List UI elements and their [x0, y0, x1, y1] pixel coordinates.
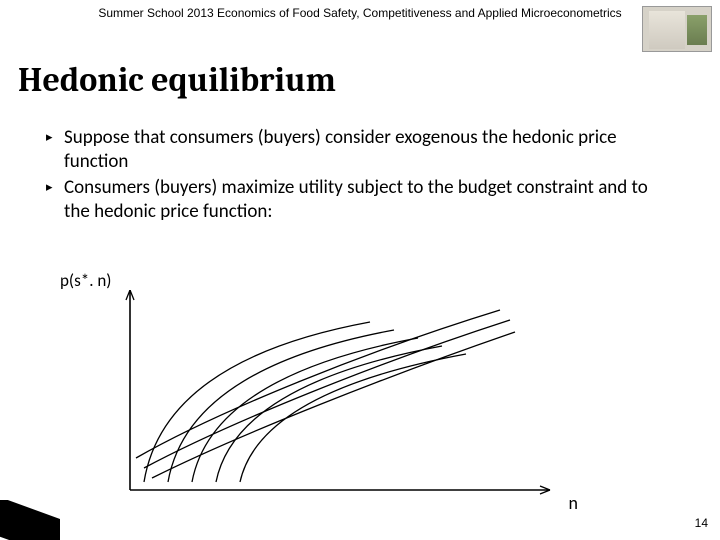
y-axis-label: p(s*. n)	[60, 270, 111, 291]
header-text: Summer School 2013 Economics of Food Saf…	[70, 6, 650, 20]
bullet-list: ▸ Suppose that consumers (buyers) consid…	[46, 126, 666, 226]
x-axis-label: n	[569, 492, 578, 514]
page-number: 14	[695, 516, 708, 530]
page-title: Hedonic equilibrium	[18, 60, 336, 100]
list-item: ▸ Suppose that consumers (buyers) consid…	[46, 126, 666, 174]
header-image	[642, 6, 712, 52]
corner-accent	[0, 500, 60, 540]
slide-header: Summer School 2013 Economics of Food Saf…	[0, 6, 720, 54]
bullet-icon: ▸	[46, 126, 64, 150]
list-item: ▸ Consumers (buyers) maximize utility su…	[46, 176, 666, 224]
bullet-icon: ▸	[46, 176, 64, 200]
chart-svg	[110, 290, 570, 500]
bullet-text: Consumers (buyers) maximize utility subj…	[64, 176, 666, 224]
hedonic-chart: p(s*. n) n	[70, 270, 590, 520]
bullet-text: Suppose that consumers (buyers) consider…	[64, 126, 666, 174]
